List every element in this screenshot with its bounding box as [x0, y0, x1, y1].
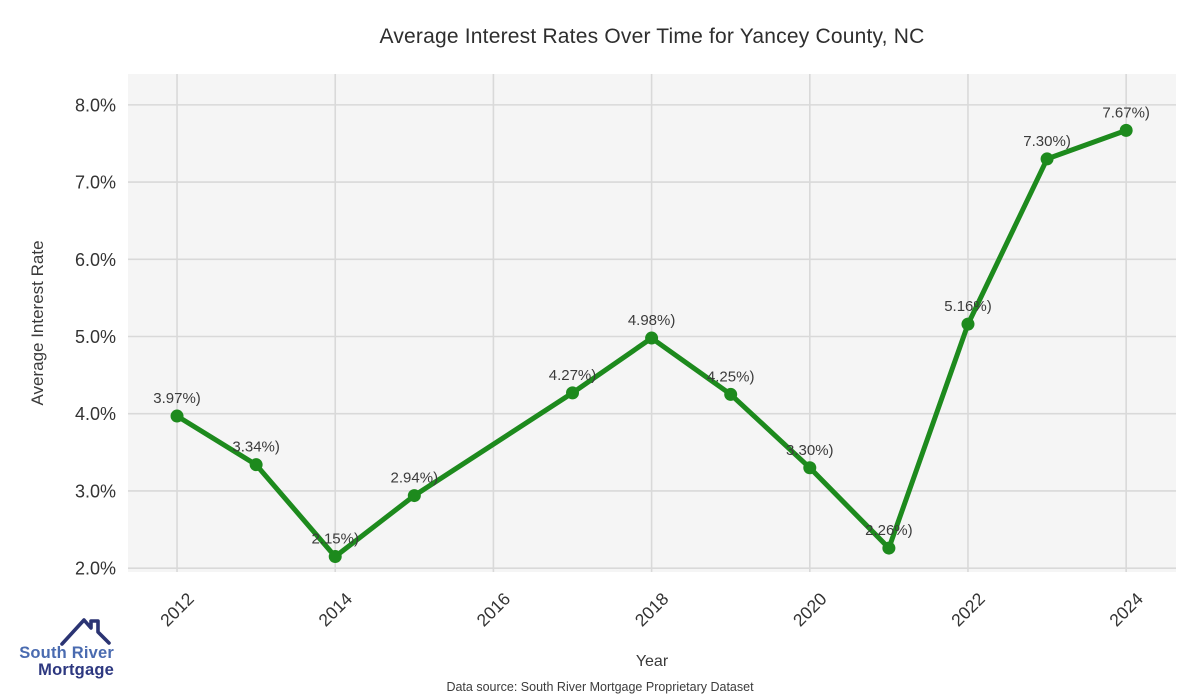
data-point — [882, 541, 896, 555]
data-point-label: 3.97%) — [153, 390, 201, 407]
y-tick-label: 8.0% — [75, 95, 116, 115]
x-tick-label: 2018 — [631, 589, 673, 631]
x-tick-label: 2020 — [789, 589, 831, 631]
y-tick-label: 3.0% — [75, 481, 116, 501]
data-point — [961, 317, 975, 331]
x-tick-label: 2014 — [314, 589, 356, 631]
chart-title: Average Interest Rates Over Time for Yan… — [379, 25, 925, 48]
data-point — [566, 386, 580, 400]
data-point — [1119, 123, 1133, 137]
logo-text-bottom: Mortgage — [38, 661, 114, 679]
data-point — [328, 550, 342, 564]
company-logo: South River Mortgage — [14, 614, 114, 684]
x-tick-label: 2024 — [1105, 589, 1147, 631]
data-point-label: 3.30%) — [786, 442, 834, 459]
data-point — [724, 387, 738, 401]
data-point-label: 4.25%) — [707, 368, 755, 385]
x-tick-label: 2022 — [947, 589, 989, 631]
data-point — [249, 458, 263, 472]
y-tick-label: 6.0% — [75, 250, 116, 270]
house-roof-icon — [60, 618, 111, 646]
y-tick-label: 5.0% — [75, 327, 116, 347]
data-source-note: Data source: South River Mortgage Propri… — [446, 680, 754, 694]
logo-text-top: South River — [19, 644, 114, 662]
data-point-label: 7.67%) — [1102, 104, 1150, 121]
data-point-label: 3.34%) — [232, 439, 280, 456]
data-point-label: 5.16%) — [944, 298, 992, 315]
data-point — [170, 409, 184, 423]
y-tick-label: 2.0% — [75, 559, 116, 579]
x-tick-label: 2016 — [473, 589, 515, 631]
data-point-label: 2.15%) — [311, 531, 359, 548]
data-point — [803, 461, 817, 475]
data-point-label: 4.98%) — [628, 312, 676, 329]
series-line — [174, 127, 1129, 560]
data-point — [645, 331, 659, 345]
data-point-label: 7.30%) — [1023, 133, 1071, 150]
y-tick-label: 7.0% — [75, 173, 116, 193]
x-tick-label: 2012 — [156, 589, 198, 631]
y-tick-label: 4.0% — [75, 404, 116, 424]
x-axis-label: Year — [635, 653, 669, 670]
y-axis-label: Average Interest Rate — [28, 240, 47, 406]
data-point-label: 4.27%) — [549, 367, 597, 384]
data-point — [1040, 152, 1054, 166]
data-point-label: 2.26%) — [865, 522, 913, 539]
data-point-label: 2.94%) — [391, 470, 439, 487]
data-point — [407, 489, 421, 503]
